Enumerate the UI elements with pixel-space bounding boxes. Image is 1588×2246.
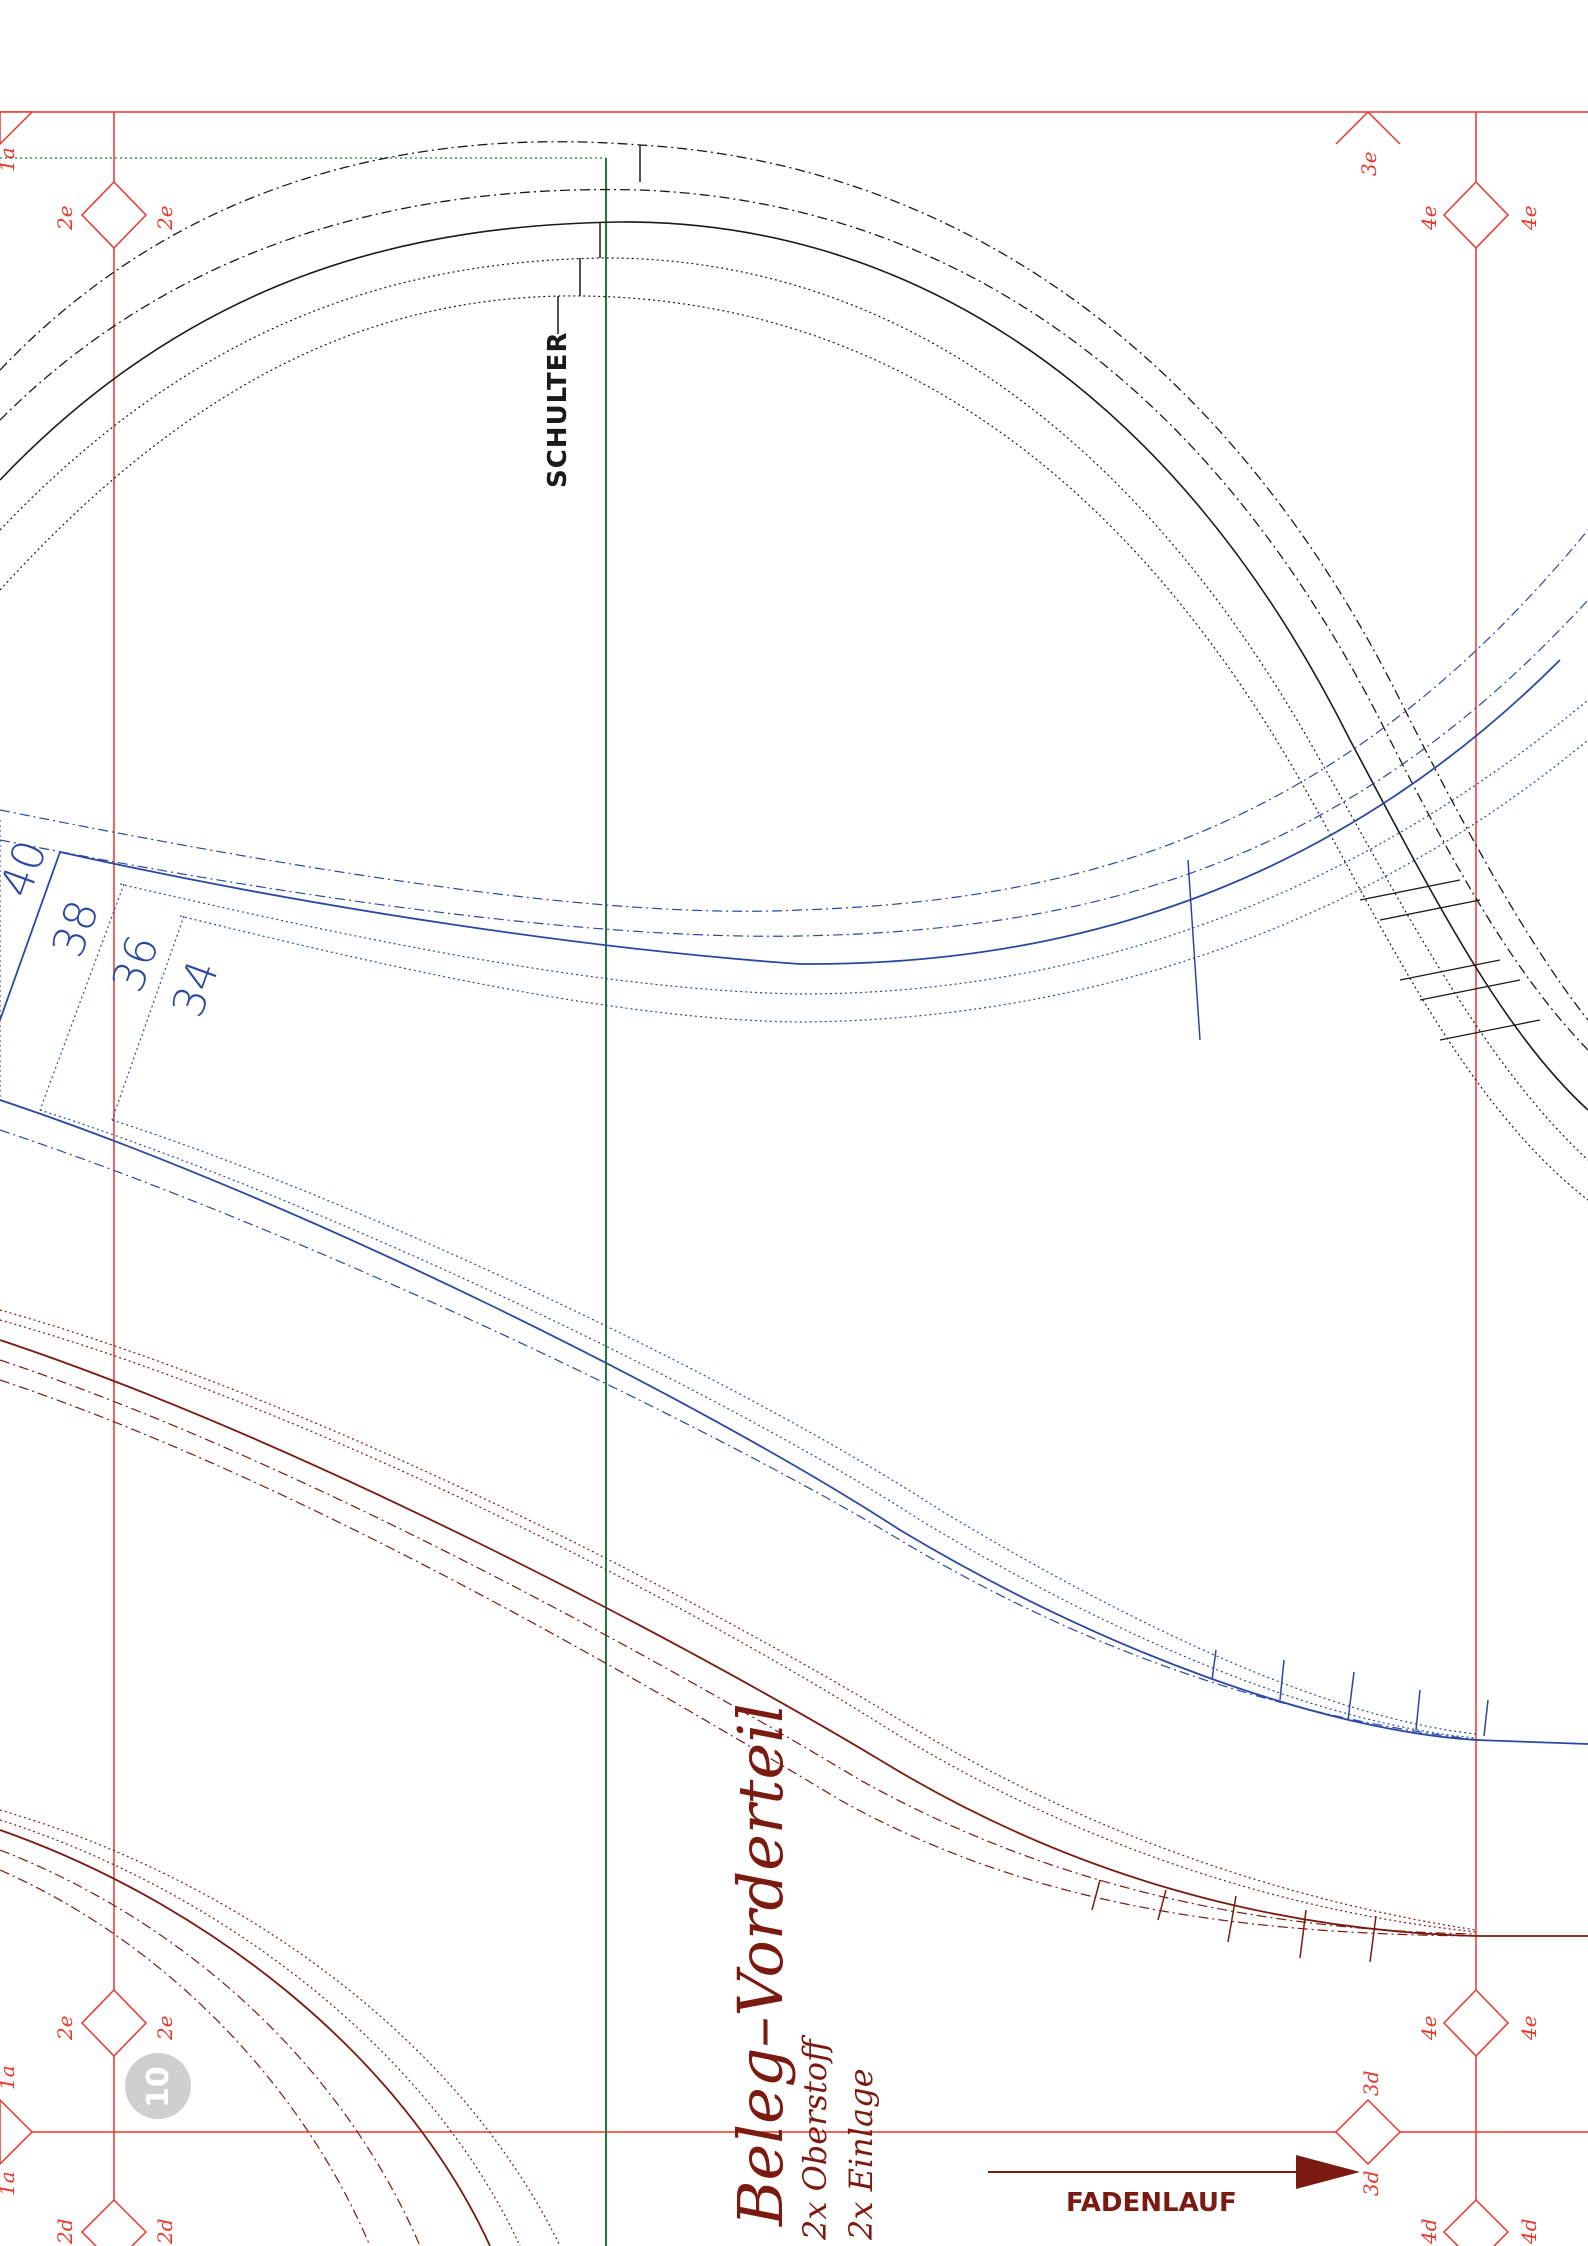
marker-label: 4e (1417, 205, 1441, 231)
marker-label: 2e (53, 205, 77, 231)
marker-label: 4e (1517, 2015, 1541, 2041)
marker-label: 2d (153, 2218, 177, 2245)
page-number-circle (125, 2053, 191, 2119)
blue-notch-marks (1187, 859, 1489, 1737)
blue-inner-dotted-2 (179, 739, 1588, 1023)
marker-labels: 1a 2e 2e 3e 4e 4e 2e 2e 4e 4e 1a 1a 3d 3… (0, 147, 1541, 2245)
blue-size-box-36 (39, 883, 125, 1111)
shoulder-notch-marks (1359, 879, 1541, 1041)
alignment-diamonds (0, 110, 1510, 2246)
marker-label: 1a (0, 147, 19, 172)
facing-blue-lines (0, 529, 1588, 1745)
shoulder-notch (557, 145, 641, 334)
marker-label: 2e (53, 2015, 77, 2041)
size-label-40: 40 (0, 834, 57, 904)
neckline-second-dashdot (0, 188, 1588, 1051)
blue-lower-dotted-1 (39, 1109, 1477, 1739)
marker-label: 4d (1517, 2218, 1541, 2245)
grainline-arrow: FADENLAUF (988, 2155, 1360, 2218)
blue-size-box-38 (0, 851, 61, 1021)
cut-instruction-interfacing: 2x Einlage (842, 2068, 880, 2241)
diamond-marker (80, 1988, 148, 2058)
blue-main (59, 659, 1561, 965)
maroon-second-dotted (0, 1319, 1477, 1933)
tile-grid (0, 111, 1588, 2246)
marker-label: 2d (53, 2218, 77, 2245)
marker-label: 4d (1417, 2218, 1441, 2245)
marker-label: 3d (1359, 2070, 1383, 2096)
maroon-notch-marks (1091, 1879, 1377, 1963)
maroon-lower-dashdot-2 (0, 1869, 371, 2246)
maroon-lower-dotted-1 (0, 1809, 561, 2246)
neckline-inner-dotted-1 (0, 257, 1588, 1161)
blue-lower-main (0, 1099, 1588, 1745)
blue-second-dashdot (0, 599, 1588, 937)
maroon-dashdot-2 (0, 1379, 1477, 1937)
shoulder-label: SCHULTER (543, 332, 573, 488)
size-label-38: 38 (42, 894, 109, 964)
marker-label: 3d (1359, 2170, 1383, 2196)
maroon-lower-main (0, 1829, 491, 2246)
diamond-marker (1442, 1988, 1510, 2058)
maroon-main (0, 1339, 1588, 1937)
piece-title: Beleg–Vorderteil (724, 1703, 797, 2227)
neckline-main (0, 221, 1588, 1111)
diamond-marker (1334, 2098, 1402, 2166)
fold-line (0, 157, 607, 2246)
blue-size-box-34 (111, 915, 185, 1121)
blue-lower-dotted-2 (111, 1119, 1477, 1735)
marker-label: 1a (0, 2171, 19, 2196)
size-label-34: 34 (162, 954, 229, 1024)
diamond-marker (0, 111, 34, 146)
marker-label: 4e (1517, 205, 1541, 231)
page-number-badge: 10 (125, 2053, 191, 2119)
neckline-inner-dotted-2 (0, 295, 1588, 1201)
facing-maroon-lines (0, 1309, 1588, 2246)
maroon-lower-dotted-2 (0, 1819, 521, 2246)
diamond-marker (1335, 110, 1401, 145)
cut-instruction-outer: 2x Oberstoff (796, 2034, 834, 2241)
neckline-curves (0, 141, 1588, 1201)
marker-label: 4e (1417, 2015, 1441, 2041)
blue-inner-dotted-1 (119, 699, 1588, 995)
diamond-marker (1442, 180, 1510, 250)
grainline-label: FADENLAUF (1066, 2188, 1237, 2218)
grainline-arrowhead (1296, 2155, 1360, 2189)
maroon-outer-dotted (0, 1309, 1477, 1931)
marker-label: 3e (1357, 151, 1381, 176)
diamond-marker (1442, 2198, 1510, 2246)
page-number: 10 (141, 2066, 176, 2108)
diamond-marker (80, 180, 148, 250)
size-label-36: 36 (102, 929, 169, 999)
marker-label: 1a (0, 2065, 19, 2090)
maroon-lower-dashdot-1 (0, 1849, 421, 2246)
neckline-outer-dashdot (0, 141, 1588, 1021)
diamond-marker (80, 2198, 148, 2246)
blue-lower-dashdot (0, 1129, 1481, 1741)
diamond-marker (0, 2098, 34, 2166)
marker-label: 2e (153, 205, 177, 231)
blue-outer-dashdot (0, 529, 1588, 912)
marker-label: 2e (153, 2015, 177, 2041)
